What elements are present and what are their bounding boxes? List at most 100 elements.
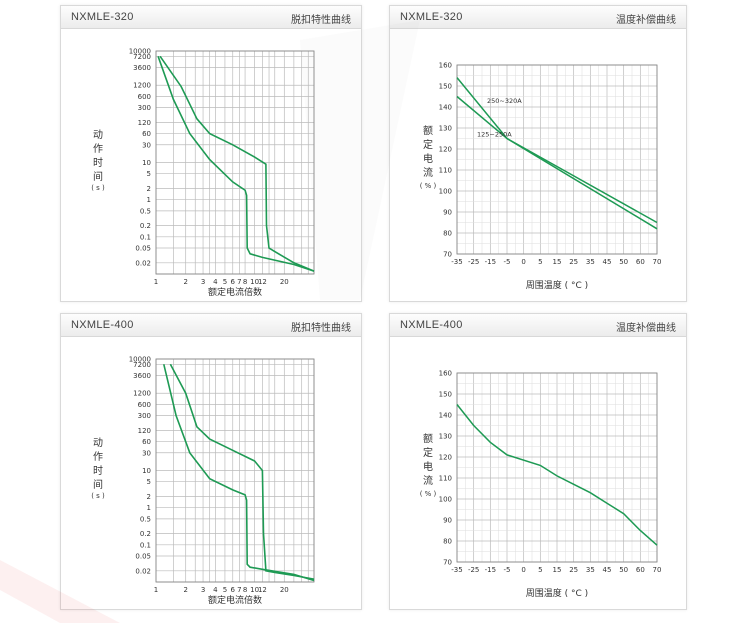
x-tick-label: 60 — [636, 566, 645, 574]
plot-frame — [155, 358, 315, 583]
x-tick-label: -15 — [485, 258, 496, 266]
x-tick-label: 7 — [237, 278, 241, 286]
x-tick-label: 6 — [231, 586, 236, 594]
x-tick-label: 1 — [154, 278, 158, 286]
y-axis-unit: ( s ) — [91, 184, 105, 192]
trip-chart-320: 100007200360012006003001206030105210.50.… — [91, 48, 315, 298]
y-tick-label: 0.1 — [140, 541, 151, 549]
y-axis-label-char: 时 — [93, 465, 103, 477]
annotation-label: 250~320A — [487, 97, 522, 105]
series-line — [157, 56, 315, 272]
y-axis-unit: ( % ) — [420, 182, 437, 190]
x-tick-label: -15 — [485, 566, 496, 574]
y-tick-label: 10 — [142, 467, 151, 475]
y-tick-label: 600 — [138, 401, 151, 409]
chart-title: 温度补偿曲线 — [616, 15, 676, 26]
y-axis-label-char: 流 — [423, 474, 433, 487]
y-tick-label: 600 — [138, 93, 151, 101]
x-axis-label: 额定电流倍数 — [208, 286, 262, 298]
y-tick-label: 7200 — [133, 53, 151, 61]
y-tick-label: 0.1 — [140, 233, 151, 241]
x-tick-label: 15 — [553, 566, 562, 574]
y-tick-label: 150 — [439, 391, 452, 399]
x-axis-label: 周围温度 ( °C ) — [526, 279, 588, 291]
y-tick-label: 30 — [142, 141, 151, 149]
y-tick-label: 140 — [439, 104, 452, 112]
series-line — [163, 364, 315, 582]
x-tick-label: -25 — [468, 566, 479, 574]
y-tick-label: 10 — [142, 159, 151, 167]
x-tick-label: -35 — [451, 258, 462, 266]
x-tick-label: -35 — [451, 566, 462, 574]
y-tick-label: 0.05 — [135, 553, 151, 561]
y-tick-label: 70 — [443, 559, 452, 567]
y-tick-label: 300 — [138, 412, 151, 420]
x-tick-label: 35 — [586, 258, 595, 266]
model-label: NXMLE-320 — [71, 11, 134, 23]
x-tick-label: 7 — [237, 586, 241, 594]
y-axis-label-char: 流 — [423, 166, 433, 179]
panel-header: NXMLE-320 脱扣特性曲线 — [61, 6, 361, 29]
x-tick-label: 3 — [201, 278, 205, 286]
x-tick-label: 8 — [243, 278, 247, 286]
x-tick-label: 10 — [250, 278, 259, 286]
y-tick-label: 5 — [147, 170, 151, 178]
series-line — [159, 55, 315, 272]
y-tick-label: 30 — [142, 449, 151, 457]
y-axis-unit: ( s ) — [91, 492, 105, 500]
y-tick-label: 1200 — [133, 82, 151, 90]
y-tick-label: 0.2 — [140, 222, 151, 230]
x-tick-label: -5 — [504, 258, 511, 266]
y-tick-label: 120 — [138, 427, 151, 435]
y-tick-label: 7200 — [133, 361, 151, 369]
panel-temp-320: NXMLE-320 温度补偿曲线 160 150 140 130 120 110 100 90… — [389, 5, 687, 302]
y-axis-label-char: 时 — [93, 157, 103, 169]
x-tick-label: 20 — [280, 586, 289, 594]
y-axis-label-char: 定 — [423, 138, 433, 151]
x-tick-label: 50 — [619, 566, 628, 574]
y-tick-label: 0.2 — [140, 530, 151, 538]
y-tick-label: 110 — [439, 167, 452, 175]
panel-temp-400: NXMLE-400 温度补偿曲线 160 150 140 130 120 110 100 90… — [389, 313, 687, 610]
x-tick-label: 25 — [569, 258, 578, 266]
x-tick-label: 20 — [280, 278, 289, 286]
y-tick-label: 0.5 — [140, 207, 151, 215]
x-tick-label: 5 — [538, 258, 542, 266]
y-tick-label: 160 — [439, 370, 452, 378]
y-tick-label: 150 — [439, 83, 452, 91]
x-tick-label: -5 — [504, 566, 511, 574]
y-tick-label: 120 — [439, 146, 452, 154]
chart-title: 脱扣特性曲线 — [291, 15, 351, 26]
y-tick-label: 80 — [443, 538, 452, 546]
y-tick-label: 1 — [147, 196, 151, 204]
x-tick-label: 12 — [258, 586, 267, 594]
y-tick-label: 110 — [439, 475, 452, 483]
x-axis-label: 周围温度 ( °C ) — [526, 587, 588, 599]
y-axis-label-char: 作 — [93, 143, 103, 155]
y-tick-label: 5 — [147, 478, 151, 486]
y-tick-label: 10000 — [129, 356, 151, 364]
annotation-label: 125~250A — [477, 130, 512, 138]
y-tick-label: 0.02 — [135, 567, 151, 575]
x-axis-label: 额定电流倍数 — [208, 594, 262, 606]
y-tick-label: 80 — [443, 230, 452, 238]
plot-frame — [456, 372, 658, 563]
y-tick-label: 100 — [439, 496, 452, 504]
x-tick-label: 5 — [223, 586, 227, 594]
y-tick-label: 120 — [439, 454, 452, 462]
panel-trip-400: NXMLE-400 脱扣特性曲线 10000 7200 3600 1200 600 300… — [60, 313, 362, 610]
y-tick-label: 60 — [142, 130, 151, 138]
x-tick-label: 50 — [619, 258, 628, 266]
x-tick-label: 70 — [653, 258, 662, 266]
y-tick-label: 130 — [439, 125, 452, 133]
y-tick-label: 2 — [147, 185, 151, 193]
x-tick-label: 10 — [250, 586, 259, 594]
x-tick-label: 4 — [213, 278, 218, 286]
x-tick-label: 35 — [586, 566, 595, 574]
y-tick-label: 10000 — [129, 48, 151, 56]
x-tick-label: 0 — [521, 258, 525, 266]
y-tick-label: 130 — [439, 433, 452, 441]
y-tick-label: 2 — [147, 493, 151, 501]
y-tick-label: 1200 — [133, 390, 151, 398]
